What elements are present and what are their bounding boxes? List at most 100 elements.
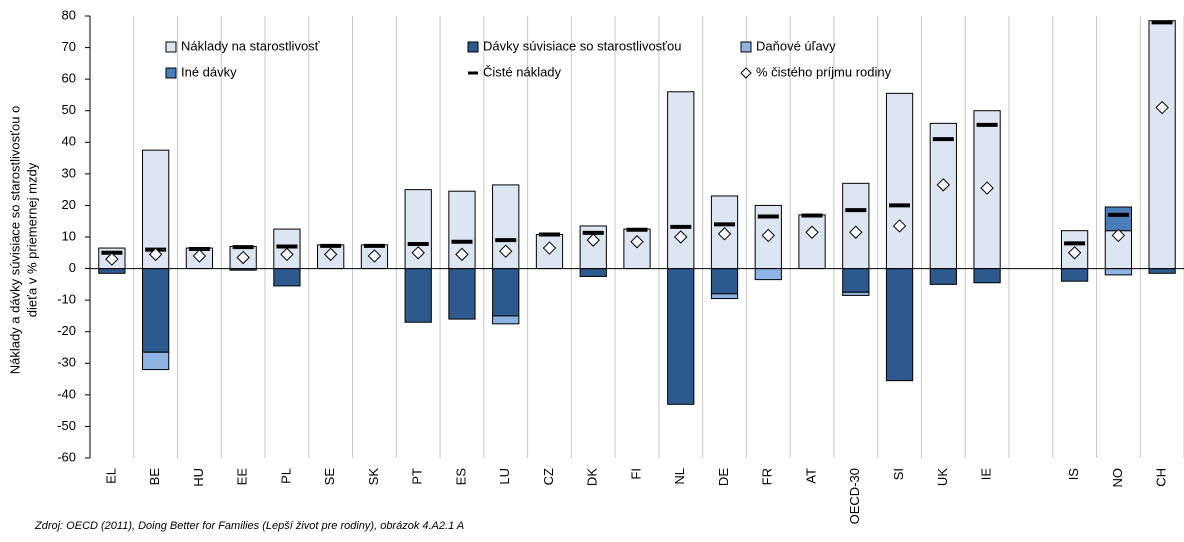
y-tick-label: 70 (62, 39, 76, 54)
income-share-marker (148, 247, 163, 262)
x-tick-label: EE (235, 468, 250, 486)
x-tick-label: DE (716, 468, 731, 486)
bar-segment (842, 268, 870, 293)
y-tick-label: 60 (62, 71, 76, 86)
x-tick-label: IE (979, 468, 994, 481)
bar-segment (973, 268, 1001, 284)
bar-segment (798, 214, 826, 270)
bar-segment (1104, 206, 1132, 232)
income-share-marker (280, 247, 294, 262)
x-tick-label: EL (103, 468, 118, 484)
bar-segment (142, 351, 170, 371)
income-share-marker (192, 249, 207, 263)
income-share-marker (105, 252, 119, 266)
income-share-marker (1155, 100, 1169, 115)
bar-segment (885, 92, 914, 270)
y-tick-label: 80 (62, 7, 76, 22)
bar-segment (579, 268, 607, 277)
bar-segment (754, 268, 782, 281)
income-share-marker (542, 241, 557, 255)
x-tick-label: FI (628, 468, 643, 480)
x-tick-label: IS (1066, 468, 1081, 481)
income-share-marker (499, 244, 513, 258)
income-share-marker (805, 225, 819, 239)
income-share-marker (411, 246, 425, 260)
y-tick-label: -30 (57, 355, 76, 370)
bar-segment (448, 268, 476, 320)
x-tick-label: CH (1154, 468, 1169, 487)
x-tick-label: OECD-30 (847, 468, 862, 524)
x-tick-label: NL (672, 468, 687, 485)
x-tick-label: NO (1110, 468, 1125, 488)
income-share-marker (761, 228, 775, 243)
y-axis-title: Náklady a dávky súvisiace so starostlivo… (7, 106, 22, 375)
bar-segment (885, 268, 914, 382)
legend-label: Iné dávky (181, 64, 237, 79)
bar-segment (1148, 20, 1176, 270)
legend-swatch (740, 67, 752, 79)
bar-segment (842, 291, 870, 296)
bar-segment (667, 268, 695, 405)
income-share-marker (367, 249, 382, 263)
income-share-marker (674, 230, 688, 244)
bar-segment (492, 315, 520, 325)
legend-label: Čisté náklady (483, 64, 562, 79)
bar-segment (710, 268, 739, 295)
bar-segment (273, 268, 301, 287)
x-tick-label: CZ (541, 468, 556, 485)
income-share-marker (892, 219, 907, 233)
y-tick-label: -50 (57, 418, 76, 433)
x-tick-label: PT (410, 468, 425, 485)
y-tick-label: 10 (62, 228, 76, 243)
y-tick-label: -60 (57, 449, 76, 464)
income-share-marker (1067, 246, 1082, 260)
income-share-marker (717, 227, 732, 241)
income-share-marker (455, 247, 469, 262)
bar-segment (710, 293, 739, 300)
bar-segment (929, 122, 957, 270)
bar-segment (1060, 268, 1089, 282)
y-tick-label: 50 (62, 102, 76, 117)
x-tick-label: BE (147, 468, 162, 486)
bar-segment (98, 268, 126, 274)
y-axis-title: dieťa v % priemernej mzdy (24, 162, 39, 317)
income-share-marker (936, 178, 951, 192)
legend-label: % čistého príjmu rodiny (756, 64, 892, 79)
y-tick-label: 40 (62, 134, 76, 149)
legend-label: Náklady na starostlivosť (181, 38, 320, 53)
income-share-marker (236, 250, 250, 265)
income-share-marker (1111, 228, 1126, 243)
source-note: Zdroj: OECD (2011), Doing Better for Fam… (34, 520, 464, 532)
bar-segment (142, 268, 170, 353)
legend-swatch (165, 41, 177, 53)
x-tick-label: SE (322, 468, 337, 486)
bar-segment (623, 228, 651, 270)
bar-segment (492, 268, 520, 317)
x-tick-label: PL (278, 468, 293, 484)
x-tick-label: SK (366, 468, 381, 486)
x-tick-label: UK (935, 468, 950, 486)
legend-label: Daňové úľavy (756, 38, 836, 53)
y-tick-label: 20 (62, 197, 76, 212)
x-tick-label: HU (191, 468, 206, 487)
x-tick-label: DK (585, 468, 600, 486)
legend-swatch (467, 41, 479, 53)
bar-segment (1148, 268, 1176, 274)
legend-swatch (740, 41, 752, 53)
x-tick-label: LU (497, 468, 512, 485)
income-share-marker (849, 225, 863, 239)
income-share-marker (586, 233, 600, 247)
y-tick-label: -20 (57, 323, 76, 338)
bar-segment (929, 268, 957, 285)
y-tick-label: 30 (62, 165, 76, 180)
x-tick-label: FR (760, 468, 775, 485)
y-tick-label: -40 (57, 386, 76, 401)
y-tick-label: -10 (57, 292, 76, 307)
bar-segment (404, 268, 432, 323)
x-tick-label: AT (803, 468, 818, 484)
y-tick-label: 0 (69, 260, 76, 275)
bar-segment (1104, 268, 1132, 276)
income-share-marker (980, 181, 994, 195)
income-share-marker (323, 247, 338, 262)
x-tick-label: SI (891, 468, 906, 480)
